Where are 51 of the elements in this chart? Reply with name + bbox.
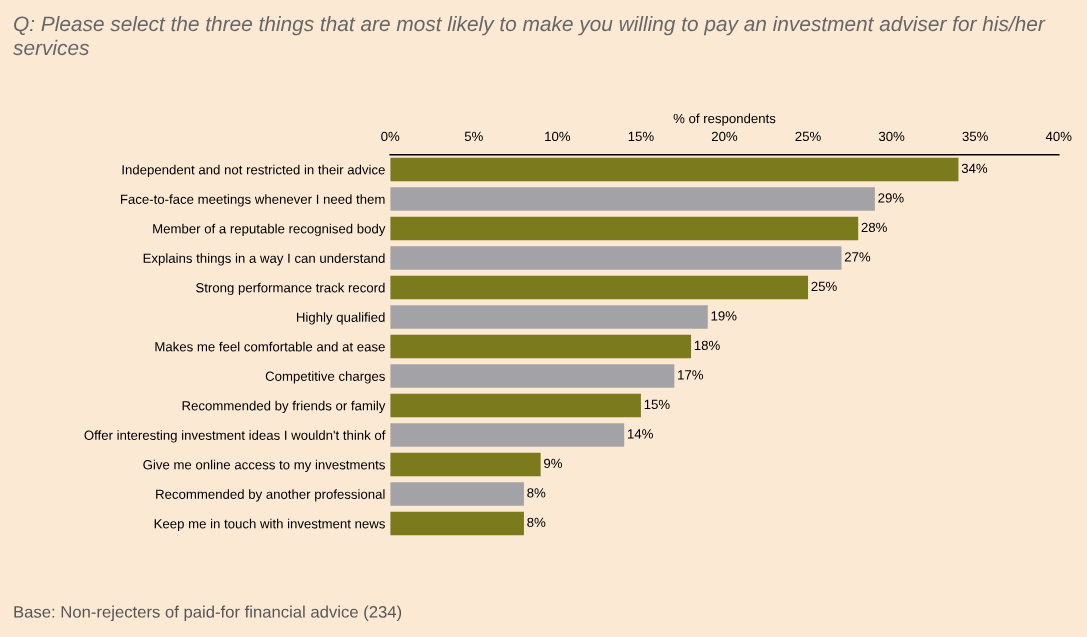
- data-label: 18%: [694, 340, 720, 351]
- x-tick-label: 20%: [711, 131, 738, 142]
- y-tick-label: Explains things in a way I can understand: [143, 253, 385, 266]
- bar: [390, 275, 809, 300]
- y-tick-label: Highly qualified: [296, 312, 385, 325]
- x-tick-label: 25%: [795, 131, 821, 142]
- data-label: 29%: [878, 193, 904, 203]
- bar: [390, 482, 524, 506]
- y-tick-label: Competitive charges: [265, 371, 385, 384]
- x-tick-label: 15%: [628, 131, 654, 142]
- data-label: 27%: [844, 252, 871, 262]
- y-tick-label: Independent and not restricted in their advice: [122, 164, 385, 178]
- text: Base: Non-rejecters of paid-for financial advice (234): [14, 605, 402, 622]
- data-label: 17%: [678, 370, 704, 380]
- y-tick-label: Offer interesting investment ideas I wouldn't think of: [84, 430, 386, 443]
- y-tick-label: Strong performance track record: [196, 282, 385, 296]
- data-label: 8%: [527, 517, 546, 528]
- y-tick-label: Member of a reputable recognised body: [153, 223, 386, 237]
- y-tick-label: Recommended by friends or family: [182, 400, 386, 414]
- data-label: 25%: [811, 281, 837, 292]
- data-label: 19%: [711, 311, 737, 321]
- y-tick-label: Keep me in touch with investment news: [154, 518, 385, 532]
- data-label: 9%: [544, 458, 563, 469]
- bar: [390, 187, 875, 211]
- y-tick-label: Recommended by another professional: [156, 489, 385, 502]
- y-tick-label: Makes me feel comfortable and at ease: [155, 341, 385, 352]
- data-label: 28%: [861, 222, 887, 233]
- x-tick-label: 0%: [381, 131, 400, 142]
- y-tick-label: Face-to-face meetings whenever I need them: [120, 194, 385, 207]
- bar: [390, 157, 959, 182]
- x-tick-label: 35%: [962, 131, 988, 142]
- x-tick-label: 30%: [878, 131, 905, 142]
- y-tick-label: Give me online access to my investments: [143, 459, 385, 473]
- bar: [390, 452, 541, 477]
- x-axis-title: % of respondents: [673, 113, 776, 126]
- bar: [390, 511, 524, 536]
- data-label: 8%: [527, 488, 546, 498]
- bar: [390, 423, 625, 447]
- x-tick-label: 10%: [545, 131, 571, 142]
- x-tick-label: 5%: [464, 131, 483, 142]
- bar: [390, 334, 692, 359]
- bar: [390, 216, 859, 241]
- bar: [390, 305, 708, 329]
- chart-title: Q: Please select the three things that are most likely to make you willing to pay an investment adviser for his/her services: [13, 15, 1046, 56]
- data-label: 14%: [627, 429, 653, 439]
- data-label: 15%: [644, 399, 670, 410]
- bar: [390, 364, 675, 388]
- data-label: 34%: [961, 163, 988, 174]
- bar: [390, 393, 641, 418]
- bar: [390, 246, 842, 270]
- x-tick-label: 40%: [1045, 131, 1072, 142]
